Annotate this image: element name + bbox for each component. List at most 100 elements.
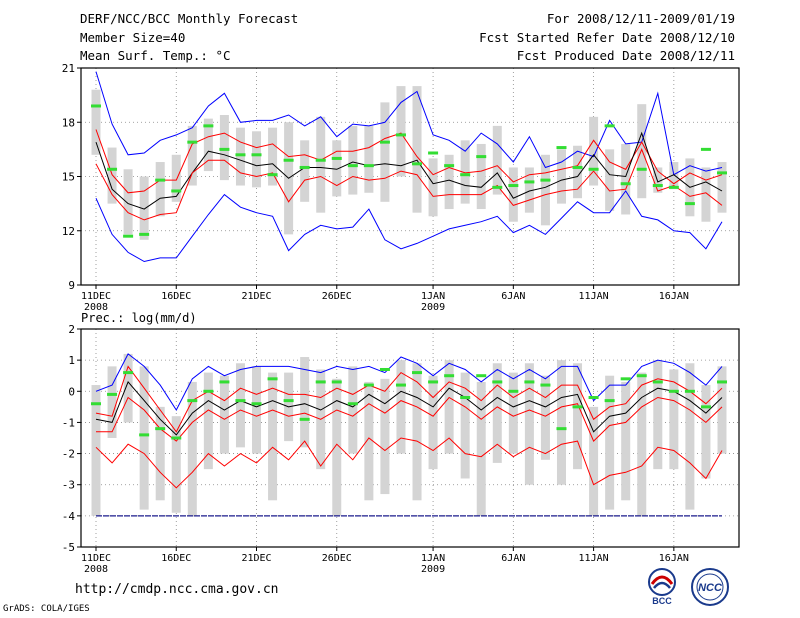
temp-x-tick-label: 11DEC <box>81 291 111 302</box>
prec-spread-box <box>187 381 197 516</box>
temp-observed-mark <box>492 185 503 189</box>
temp-spread-box <box>701 167 711 222</box>
temp-spread-box <box>219 115 229 181</box>
prec-observed-mark <box>107 392 118 396</box>
temp-spread-box <box>589 116 599 186</box>
prec-observed-mark <box>91 402 101 406</box>
prec-observed-mark <box>572 405 583 409</box>
prec-x-tick-label: 6JAN <box>501 553 525 564</box>
prec-observed-mark <box>588 396 599 400</box>
prec-observed-mark <box>540 383 551 387</box>
temp-series-upper <box>95 129 723 194</box>
temp-observed-mark <box>444 164 455 168</box>
temp-series-lower <box>95 148 723 221</box>
prec-spread-box <box>573 363 583 470</box>
temp-x-tick-year-label: 2008 <box>84 302 108 313</box>
prec-spread-box <box>540 375 550 460</box>
prec-observed-mark <box>460 396 471 400</box>
temp-observed-mark <box>347 164 358 168</box>
prec-observed-mark <box>476 374 487 378</box>
prec-spread-box <box>476 381 486 516</box>
temp-observed-mark <box>283 158 294 162</box>
source-url[interactable]: http://cmdp.ncc.cma.gov.cn <box>75 582 279 597</box>
prec-panel-title: Prec.: log(mm/d) <box>81 311 197 325</box>
prec-series-mean <box>95 380 723 436</box>
prec-observed-mark <box>508 389 519 393</box>
prec-spread-box <box>637 372 647 516</box>
prec-y-tick-label: -5 <box>62 541 75 554</box>
temp-observed-mark <box>123 234 134 238</box>
prec-spread-box <box>701 385 711 479</box>
temp-observed-mark <box>636 167 647 171</box>
prec-spread-box <box>669 369 679 470</box>
prec-spread-box <box>460 372 470 479</box>
forecast-produced-date: Fcst Produced Date 2008/12/11 <box>516 48 735 63</box>
temp-spread-box <box>380 102 390 202</box>
prec-y-tick-label: 0 <box>68 385 75 398</box>
prec-spread-box <box>107 366 117 438</box>
temp-observed-mark <box>668 185 679 189</box>
temp-observed-mark <box>299 165 310 169</box>
prec-observed-mark <box>235 399 246 403</box>
temp-observed-mark <box>652 184 663 188</box>
forecast-period: For 2008/12/11-2009/01/19 <box>546 11 735 26</box>
prec-observed-mark <box>700 405 711 409</box>
prec-observed-mark <box>267 377 278 381</box>
prec-observed-mark <box>123 371 134 375</box>
temp-series-max <box>95 71 723 176</box>
prec-observed-mark <box>363 383 374 387</box>
temp-observed-mark <box>267 173 278 177</box>
prec-series-lower <box>96 396 723 442</box>
prec-spread-box <box>252 366 262 454</box>
temp-spread-box <box>460 140 470 204</box>
prec-observed-mark <box>524 380 535 384</box>
bcc-logo-label: BCC <box>652 596 672 606</box>
prec-spread-box <box>380 378 390 495</box>
prec-x-tick-label: 1JAN <box>421 553 445 564</box>
prec-observed-mark <box>203 389 214 393</box>
prec-series-min <box>95 437 723 489</box>
temp-spread-box <box>508 167 518 222</box>
prec-spread-box <box>332 378 342 516</box>
prec-observed-mark <box>428 380 439 384</box>
prec-spread-box <box>396 360 406 454</box>
temp-spread-box <box>653 167 663 193</box>
prec-spread-box <box>348 366 358 454</box>
prec-spread-box <box>235 363 245 448</box>
temp-spread-box <box>364 125 374 193</box>
temp-observed-mark <box>251 153 262 157</box>
prec-spread-box <box>653 360 663 470</box>
temp-observed-mark <box>395 133 406 137</box>
prec-observed-mark <box>620 377 631 381</box>
prec-observed-mark <box>492 380 503 384</box>
temp-spread-box <box>573 145 583 199</box>
temp-observed-mark <box>107 167 118 171</box>
temp-plot-frame <box>80 67 740 286</box>
prec-observed-mark <box>347 402 358 406</box>
temp-y-tick-label: 12 <box>62 225 75 238</box>
forecast-started-date: Fcst Started Refer Date 2008/12/10 <box>479 30 735 45</box>
prec-plot-frame <box>80 328 740 548</box>
temp-spread-box <box>268 127 278 186</box>
temp-spread-box <box>540 154 550 226</box>
temp-x-tick-label: 6JAN <box>501 291 525 302</box>
temp-spread-box <box>428 158 438 217</box>
temp-series-min <box>95 190 723 263</box>
temp-spread-box <box>412 86 422 213</box>
prec-y-tick-label: 2 <box>68 323 75 336</box>
prec-spread-box <box>268 372 278 501</box>
prec-observed-mark <box>444 374 455 378</box>
prec-observed-mark <box>684 389 695 393</box>
temp-observed-mark <box>572 165 583 169</box>
prec-spread-box <box>524 363 534 485</box>
temp-observed-mark <box>315 158 326 162</box>
temp-spread-box <box>91 89 101 155</box>
prec-observed-mark <box>139 433 150 437</box>
prec-x-tick-label: 11DEC <box>81 553 111 564</box>
temp-spread-box <box>476 143 486 210</box>
temp-x-tick-label: 21DEC <box>241 291 271 302</box>
prec-observed-mark <box>155 427 166 431</box>
temp-spread-box <box>669 162 679 190</box>
temp-spread-box <box>556 149 566 204</box>
